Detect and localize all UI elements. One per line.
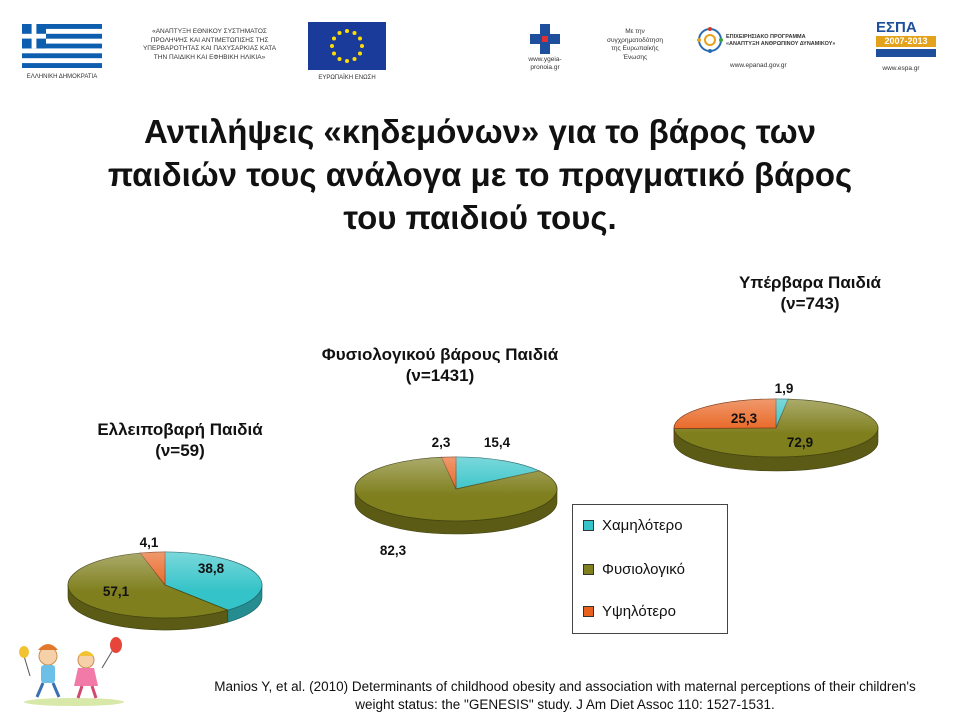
eu-flag-logo: ΕΥΡΩΠΑΪΚΗ ΕΝΩΣΗ — [308, 22, 386, 81]
legend-label-normal: Φυσιολογικό — [602, 561, 685, 578]
cofinanced-line: συγχρηματοδότηση — [606, 36, 664, 44]
data-label-lower: 1,9 — [775, 381, 794, 396]
legend-item-lower: Χαμηλότερο — [583, 517, 683, 534]
legend-label-higher: Υψηλότερο — [602, 603, 676, 620]
pie-gloss — [355, 457, 557, 521]
eu-star-icon — [332, 36, 336, 41]
project-line: «ΑΝΑΠΤΥΞΗ ΕΘΝΙΚΟΥ ΣΥΣΤΗΜΑΤΟΣ — [152, 28, 267, 35]
ministry-logo: www.ygeia- pronoia.gr — [520, 22, 570, 92]
eu-flag-icon — [308, 22, 386, 70]
greek-flag-logo: ΕΛΛΗΝΙΚΗ ΔΗΜΟΚΡΑΤΙΑ — [22, 24, 102, 80]
chart-legend: Χαμηλότερο Φυσιολογικό Υψηλότερο — [572, 504, 728, 634]
project-line: ΠΡΟΛΗΨΗΣ ΚΑΙ ΑΝΤΙΜΕΤΩΠΙΣΗΣ ΤΗΣ — [150, 36, 269, 44]
project-line: ΤΗΝ ΠΑΙΔΙΚΗ ΚΑΙ ΕΦΗΒΙΚΗ ΗΛΙΚΙΑ» — [153, 53, 266, 61]
legend-swatch-lower — [583, 520, 594, 531]
project-title-logo: «ΑΝΑΠΤΥΞΗ ΕΘΝΙΚΟΥ ΣΥΣΤΗΜΑΤΟΣ ΠΡΟΛΗΨΗΣ ΚΑ… — [122, 28, 297, 62]
legend-label-lower: Χαμηλότερο — [602, 517, 683, 534]
eu-star-icon — [352, 31, 357, 35]
ministry-url-line: pronoia.gr — [530, 64, 560, 71]
chart-title-line: (ν=1431) — [405, 366, 475, 385]
data-label-lower: 15,4 — [484, 435, 511, 450]
espa-logo: ΕΣΠΑ 2007-2013 www.espa.gr — [862, 20, 940, 82]
pie-chart: 38,8 57,1 4,1 — [67, 535, 263, 631]
cofinanced-line: Ένωσης — [622, 53, 648, 61]
epanad-compass-icon — [697, 27, 723, 53]
chart-title-line: Φυσιολογικού βάρους Παιδιά — [321, 345, 559, 364]
eu-star-icon — [352, 57, 357, 61]
eu-flag-caption: ΕΥΡΩΠΑΪΚΗ ΕΝΩΣΗ — [318, 75, 376, 81]
title-line: Αντιλήψεις «κηδεμόνων» για το βάρος των — [144, 113, 816, 150]
data-label-normal: 57,1 — [103, 584, 130, 599]
epanad-logo: ΕΠΙΧΕΙΡΗΣΙΑΚΟ ΠΡΟΓΡΑΜΜΑ «ΑΝΑΠΤΥΞΗ ΑΝΘΡΩΠ… — [696, 26, 851, 76]
project-line: ΥΠΕΡΒΑΡΟΤΗΤΑΣ ΚΑΙ ΠΑΧΥΣΑΡΚΙΑΣ ΚΑΤΑ — [142, 45, 277, 52]
eu-star-icon — [360, 44, 364, 48]
chart-title-line: Ελλειποβαρή Παιδιά — [97, 420, 263, 439]
citation-line: Manios Y, et al. (2010) Determinants of … — [214, 679, 916, 694]
espa-stripe — [876, 49, 936, 57]
ministry-url-line: www.ygeia- — [528, 56, 562, 63]
pie-chart: 15,4 82,3 2,3 — [354, 435, 558, 558]
citation: Manios Y, et al. (2010) Determinants of … — [180, 678, 950, 714]
citation-line: weight status: the "GENESIS" study. J Am… — [355, 697, 775, 712]
children-playing-illustration — [19, 637, 124, 706]
cofinanced-line: της Ευρωπαϊκής — [611, 45, 659, 52]
legend-item-normal: Φυσιολογικό — [583, 561, 685, 578]
eu-star-icon — [358, 36, 362, 41]
epanad-line: «ΑΝΑΠΤΥΞΗ ΑΝΘΡΩΠΙΝΟΥ ΔΥΝΑΜΙΚΟΥ» — [726, 41, 836, 47]
chart-title-underweight: Ελλειποβαρή Παιδιά (ν=59) — [60, 419, 300, 461]
legend-swatch-normal — [583, 564, 594, 575]
data-label-higher: 4,1 — [140, 535, 159, 550]
data-label-normal: 82,3 — [380, 543, 407, 558]
eu-star-icon — [358, 51, 362, 56]
page-title: Αντιλήψεις «κηδεμόνων» για το βάρος των … — [40, 110, 920, 239]
espa-url: www.espa.gr — [882, 65, 920, 72]
chart-title-line: Υπέρβαρα Παιδιά — [739, 273, 881, 292]
legend-swatch-higher — [583, 606, 594, 617]
eu-star-icon — [332, 51, 336, 56]
pie-gloss — [674, 399, 878, 457]
greek-flag-caption: ΕΛΛΗΝΙΚΗ ΔΗΜΟΚΡΑΤΙΑ — [26, 74, 98, 80]
pie-chart: 1,9 72,9 25,3 — [673, 381, 879, 472]
cofinanced-line: Με την — [625, 28, 645, 35]
chart-title-overweight: Υπέρβαρα Παιδιά (ν=743) — [690, 272, 930, 314]
chart-title-line: (ν=743) — [780, 294, 840, 313]
data-label-higher: 2,3 — [432, 435, 451, 450]
data-label-higher: 25,3 — [731, 411, 758, 426]
eu-star-icon — [330, 44, 334, 48]
eu-star-icon — [337, 57, 342, 61]
chart-title-line: (ν=59) — [155, 441, 205, 460]
eu-star-icon — [345, 59, 349, 63]
ministry-cross-icon — [530, 24, 560, 54]
espa-years: 2007-2013 — [876, 36, 936, 47]
title-line: του παιδιού τους. — [343, 199, 617, 236]
epanad-line: ΕΠΙΧΕΙΡΗΣΙΑΚΟ ΠΡΟΓΡΑΜΜΑ — [726, 34, 806, 40]
greek-flag-icon — [22, 24, 102, 68]
pie-gloss — [68, 552, 262, 618]
data-label-lower: 38,8 — [198, 561, 225, 576]
title-line: παιδιών τους ανάλογα με το πραγματικό βά… — [107, 156, 853, 193]
epanad-url: www.epanad.gov.gr — [730, 62, 787, 69]
cofinanced-text: Με την συγχρηματοδότηση της Ευρωπαϊκής Έ… — [590, 28, 680, 62]
legend-item-higher: Υψηλότερο — [583, 603, 676, 620]
chart-title-normal: Φυσιολογικού βάρους Παιδιά (ν=1431) — [270, 344, 610, 386]
eu-star-icon — [345, 29, 349, 33]
data-label-normal: 72,9 — [787, 435, 813, 450]
eu-star-icon — [337, 31, 342, 35]
espa-name: ΕΣΠΑ — [876, 19, 917, 36]
